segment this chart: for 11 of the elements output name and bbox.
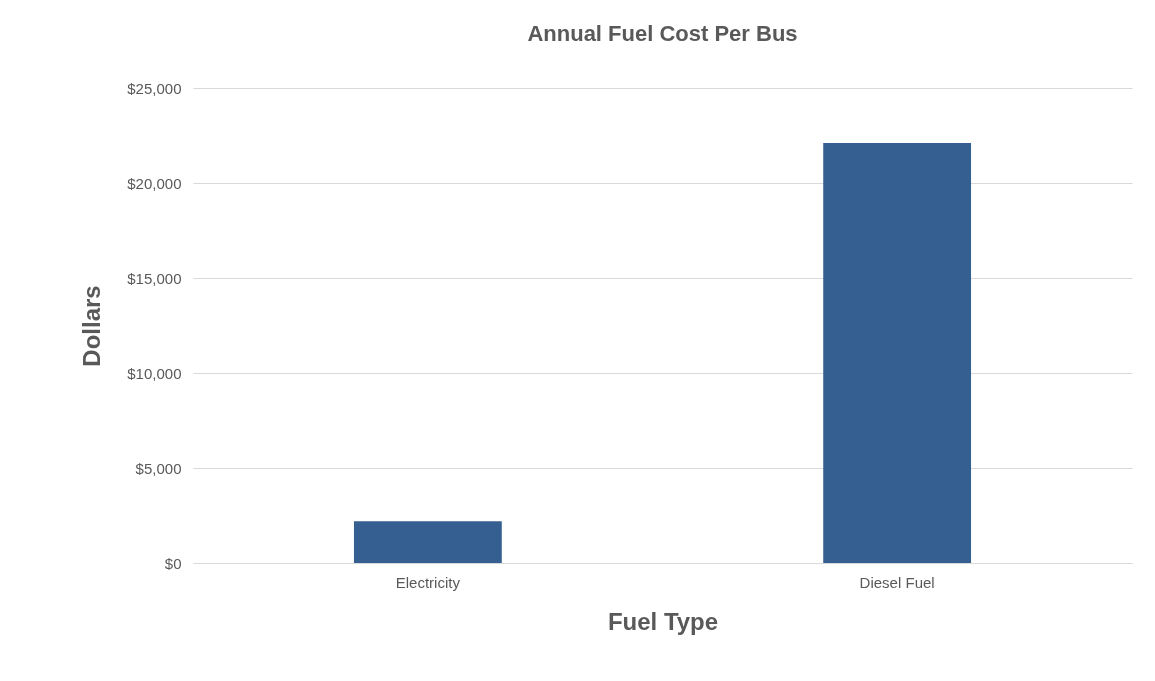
y-axis-title: Dollars — [78, 285, 106, 367]
x-tick-label: Diesel Fuel — [859, 573, 935, 591]
x-tick-label: Electricity — [395, 573, 461, 591]
y-tick-label: $10,000 — [127, 364, 182, 382]
y-tick-label: $20,000 — [127, 174, 182, 192]
y-tick-label: $5,000 — [135, 459, 182, 477]
y-tick-label: $0 — [164, 554, 182, 572]
chart-title: Annual Fuel Cost Per Bus — [527, 21, 798, 46]
x-axis-title: Fuel Type — [607, 607, 719, 635]
y-tick-label: $25,000 — [127, 79, 182, 97]
y-tick-label: $15,000 — [127, 269, 182, 287]
